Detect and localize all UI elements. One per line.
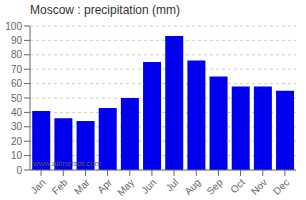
svg-text:70: 70	[11, 64, 23, 75]
svg-text:90: 90	[11, 35, 23, 46]
svg-text:Jun: Jun	[139, 177, 158, 196]
svg-text:0: 0	[16, 165, 22, 176]
svg-text:Aug: Aug	[182, 177, 202, 197]
svg-text:May: May	[115, 177, 136, 198]
svg-text:60: 60	[11, 78, 23, 89]
html-text:Moscow : precipitation (mm): Moscow : precipitation (mm)	[30, 3, 180, 17]
html-text:www.allmetsat.com: www.allmetsat.com	[33, 159, 102, 168]
svg-text:80: 80	[11, 49, 23, 60]
svg-text:Dec: Dec	[271, 177, 291, 197]
svg-text:40: 40	[11, 107, 23, 118]
svg-text:Feb: Feb	[50, 176, 70, 196]
svg-text:50: 50	[11, 93, 23, 104]
svg-text:100: 100	[5, 21, 22, 32]
svg-text:Apr: Apr	[95, 176, 114, 195]
svg-text:Nov: Nov	[249, 177, 269, 197]
svg-text:10: 10	[11, 150, 23, 161]
svg-text:20: 20	[11, 136, 23, 147]
svg-text:30: 30	[11, 121, 23, 132]
svg-text:Sep: Sep	[204, 176, 225, 197]
svg-text:Mar: Mar	[72, 176, 92, 196]
svg-text:Jul: Jul	[164, 177, 181, 194]
svg-text:Oct: Oct	[228, 177, 247, 196]
svg-text:Jan: Jan	[28, 177, 47, 196]
